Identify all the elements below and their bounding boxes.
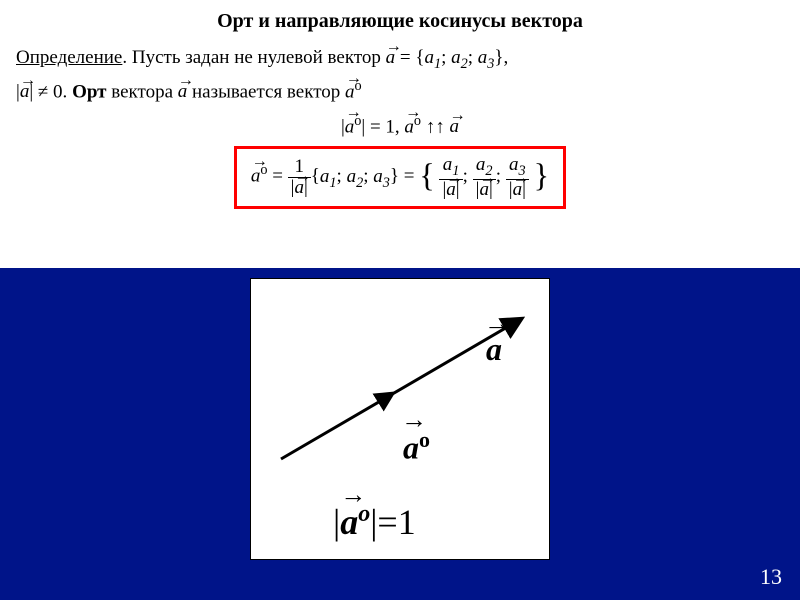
box-frac-1overa: 1|→a| xyxy=(288,157,311,198)
bottom-region: →a →ao |→ao|=1 13 xyxy=(0,268,800,600)
vector-a0-codir: →ao xyxy=(404,113,421,138)
ort-word: Орт xyxy=(72,81,106,102)
brace-close-icon: } xyxy=(534,157,550,193)
box-a2: a2 xyxy=(347,166,364,187)
slide: Орт и направляющие косинусы вектора Опре… xyxy=(0,0,800,600)
box-sep2: ; xyxy=(363,166,373,187)
brace-open-icon: { xyxy=(419,157,435,193)
box-sep3: ; xyxy=(463,166,473,187)
box-a1: a1 xyxy=(320,166,337,187)
vector-mid-marker xyxy=(379,397,387,402)
page-title: Орт и направляющие косинусы вектора xyxy=(16,10,784,33)
box-frac-a1: a1|→a| xyxy=(439,155,462,200)
a1-letter: a xyxy=(424,47,434,68)
sep2: ; xyxy=(468,47,478,68)
box-a1-sub: 1 xyxy=(329,174,336,190)
def-text-6: вектора xyxy=(107,81,178,102)
vector-figure: →a →ao |→ao|=1 xyxy=(250,278,550,560)
figure-label-a0: →ao xyxy=(403,427,430,467)
def-text-1: . Пусть задан не нулевой вектор xyxy=(122,47,385,68)
eq1-arrows: ↑↑ xyxy=(421,116,450,137)
def-text-5: ≠ 0. xyxy=(33,81,72,102)
box-a3-letter: a xyxy=(373,166,383,187)
box-frac-den: |→a| xyxy=(288,177,311,198)
box-a0: →ao xyxy=(251,162,268,187)
eq1-close: | = 1, xyxy=(361,116,404,137)
a3: a3 xyxy=(478,47,495,68)
page-number: 13 xyxy=(760,564,782,590)
def-text-7: называется вектор xyxy=(187,81,345,102)
a2: a2 xyxy=(451,47,468,68)
box-a2-letter: a xyxy=(347,166,357,187)
vector-a-1: →a xyxy=(386,43,396,72)
figure-magnitude-eq: |→ao|=1 xyxy=(333,501,416,543)
vector-a0-1: →ao xyxy=(345,75,362,107)
a1: a1 xyxy=(424,47,441,68)
definition-paragraph: Определение. Пусть задан не нулевой вект… xyxy=(16,43,784,107)
a3-letter: a xyxy=(478,47,488,68)
box-a1-letter: a xyxy=(320,166,330,187)
formula-box: →ao = 1|→a|{a1; a2; a3} = { a1|→a|; a2|→… xyxy=(234,146,566,209)
vector-a-abs: →a xyxy=(20,77,30,106)
def-text-4: }, xyxy=(494,47,508,68)
formula-box-wrap: →ao = 1|→a|{a1; a2; a3} = { a1|→a|; a2|→… xyxy=(16,146,784,209)
definition-label: Определение xyxy=(16,47,122,68)
box-a3-sub: 3 xyxy=(383,174,390,190)
sep1: ; xyxy=(441,47,451,68)
vector-arrow-line xyxy=(281,319,521,459)
figure-label-a0-letter: a xyxy=(403,430,419,466)
box-sep1: ; xyxy=(337,166,347,187)
box-eq-1: = xyxy=(267,166,287,187)
box-frac-a2: a2|→a| xyxy=(473,155,496,200)
vector-a-2: →a xyxy=(178,77,188,106)
box-sep4: ; xyxy=(496,166,506,187)
vector-a-codir: →a xyxy=(450,116,460,138)
box-a3: a3 xyxy=(373,166,390,187)
a2-letter: a xyxy=(451,47,461,68)
top-region: Орт и направляющие косинусы вектора Опре… xyxy=(0,0,800,219)
equation-unit-length: |→ao| = 1, →ao ↑↑ →a xyxy=(16,113,784,138)
a2-sub: 2 xyxy=(461,56,468,72)
box-mid: } = xyxy=(390,166,419,187)
vector-a0-abs: →ao xyxy=(345,113,362,138)
box-open: { xyxy=(311,166,320,187)
figure-label-a: →a xyxy=(486,331,502,368)
figure-eq-close: |=1 xyxy=(370,502,416,542)
box-frac-a3: a3|→a| xyxy=(506,155,529,200)
